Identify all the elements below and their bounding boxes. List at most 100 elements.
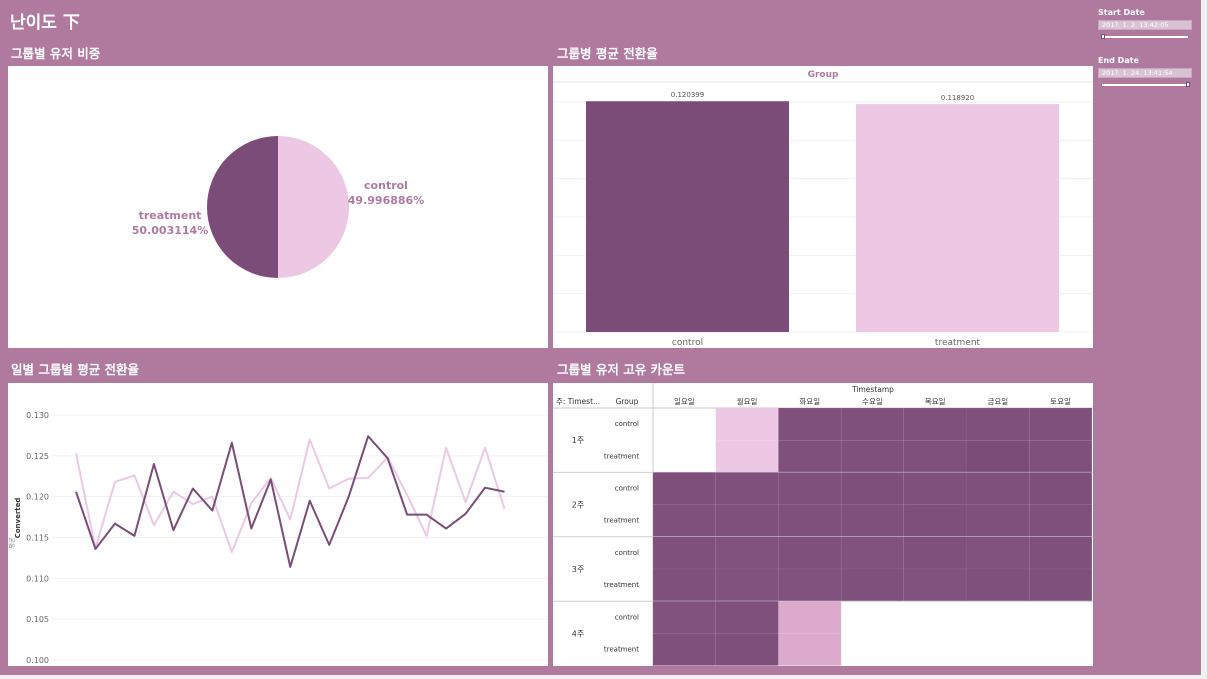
pie-panel: control 49.996886% treatment 50.003114% bbox=[8, 66, 548, 348]
heatmap-column-label: 목요일 bbox=[925, 397, 946, 406]
heatmap-chart: Timestamp 주: Timest... Group 일요일 월요일 화요일 수요일 목요… bbox=[553, 383, 1093, 666]
bar-group-header: Group bbox=[808, 70, 839, 80]
heatmap-column-label: 일요일 bbox=[674, 397, 695, 406]
heatmap-cell bbox=[840, 472, 905, 505]
bar-category-label: treatment bbox=[935, 338, 981, 348]
heatmap-cell bbox=[778, 439, 842, 473]
heatmap-group-label: control bbox=[615, 485, 639, 493]
heatmap-group-label: control bbox=[615, 549, 639, 557]
heatmap-cell bbox=[778, 472, 842, 505]
heatmap-cell bbox=[652, 536, 716, 570]
start-date-label: Start Date bbox=[1098, 8, 1145, 17]
line-ylabel-2: 평균 bbox=[8, 537, 16, 549]
heatmap-cell bbox=[652, 633, 716, 666]
bar-value-label: 0.120399 bbox=[671, 91, 704, 99]
heatmap-cell bbox=[903, 439, 967, 473]
heatmap-cell bbox=[715, 407, 779, 441]
line-series-control bbox=[75, 435, 505, 568]
heatmap-group-label: treatment bbox=[604, 581, 639, 589]
pie-slice-treatment bbox=[207, 136, 279, 278]
heatmap-cell bbox=[966, 504, 1030, 538]
heatmap-cell bbox=[715, 568, 779, 602]
bar-treatment bbox=[856, 104, 1059, 332]
heatmap-cell bbox=[715, 472, 779, 505]
line-ytick-label: 0.130 bbox=[26, 411, 49, 420]
heatmap-cell bbox=[840, 568, 905, 602]
line-ytick-label: 0.100 bbox=[26, 656, 49, 665]
heatmap-cell bbox=[840, 439, 905, 473]
heatmap-cell bbox=[903, 504, 967, 538]
heatmap-week-label: 3주 bbox=[572, 565, 584, 574]
heatmap-cell bbox=[652, 472, 716, 505]
heatmap-cell bbox=[1028, 504, 1093, 538]
pie-pct-treatment: 50.003114% bbox=[132, 224, 208, 237]
heatmap-cell bbox=[652, 568, 716, 602]
heatmap-column-label: 화요일 bbox=[799, 397, 820, 406]
line-chart: 0.130 0.125 0.120 0.115 0.110 0.105 0.100 Conve… bbox=[8, 411, 548, 665]
heatmap-week-label: 2주 bbox=[572, 501, 584, 510]
heatmap-cell bbox=[903, 407, 967, 441]
end-date-input[interactable]: 2017. 1. 24. 13:41:54 bbox=[1098, 68, 1192, 78]
heatmap-cell bbox=[903, 568, 967, 602]
heatmap-cell bbox=[1028, 439, 1093, 473]
heatmap-group-label: control bbox=[615, 613, 639, 621]
pie-slice-control bbox=[278, 136, 350, 278]
heatmap-panel: Timestamp 주: Timest... Group 일요일 월요일 화요일 수요일 목요… bbox=[553, 383, 1093, 666]
line-ytick-label: 0.115 bbox=[26, 534, 49, 543]
heatmap-cell bbox=[652, 504, 716, 538]
bar-panel: Group 0.120399 control 0.118920 treatment bbox=[553, 66, 1093, 348]
heatmap-column-label: 금요일 bbox=[987, 397, 1008, 406]
heatmap-cell bbox=[778, 568, 842, 602]
heatmap-cell bbox=[840, 536, 905, 570]
heatmap-column-label: 월요일 bbox=[737, 396, 758, 406]
line-series-treatment bbox=[75, 438, 506, 554]
heatmap-group-label: control bbox=[615, 420, 639, 428]
heatmap-cell bbox=[715, 439, 779, 473]
heatmap-cell bbox=[966, 472, 1030, 505]
heatmap-top-header: Timestamp bbox=[851, 385, 894, 394]
line-panel-title: 일별 그룹별 평균 전환율 bbox=[11, 362, 140, 377]
end-date-slider[interactable] bbox=[1102, 84, 1188, 86]
line-ytick-label: 0.120 bbox=[26, 493, 49, 502]
heatmap-cell bbox=[715, 504, 779, 538]
heatmap-cell bbox=[715, 600, 779, 634]
start-date-slider-handle[interactable] bbox=[1101, 34, 1105, 39]
heatmap-column-label: 토요일 bbox=[1050, 397, 1071, 406]
pie-label-control: control bbox=[364, 179, 408, 192]
heatmap-cell bbox=[903, 536, 967, 570]
heatmap-cell bbox=[903, 472, 967, 505]
heatmap-cell bbox=[652, 600, 716, 634]
heatmap-group-label: treatment bbox=[604, 517, 639, 525]
heatmap-cell bbox=[1028, 536, 1093, 570]
bar-chart: Group 0.120399 control 0.118920 treatment bbox=[553, 70, 1093, 348]
pie-label-treatment: treatment bbox=[139, 209, 202, 222]
heatmap-cell bbox=[966, 568, 1030, 602]
line-ytick-label: 0.110 bbox=[26, 574, 49, 583]
heatmap-cell bbox=[966, 536, 1030, 570]
end-date-label: End Date bbox=[1098, 56, 1139, 65]
start-date-input[interactable]: 2017. 1. 2. 13:42:05 bbox=[1098, 20, 1192, 30]
heatmap-cell bbox=[715, 633, 779, 666]
heatmap-row-header-week: 주: Timest... bbox=[556, 397, 600, 406]
line-ytick-label: 0.105 bbox=[26, 615, 49, 624]
start-date-slider[interactable] bbox=[1102, 36, 1188, 38]
heatmap-column-label: 수요일 bbox=[862, 397, 883, 406]
heatmap-cell bbox=[840, 504, 905, 538]
heatmap-group-label: treatment bbox=[604, 646, 639, 654]
heatmap-cell bbox=[778, 504, 842, 538]
line-ylabel: Converted bbox=[14, 498, 22, 539]
bar-panel-title: 그룹병 평균 전환율 bbox=[557, 46, 658, 61]
heatmap-cell bbox=[966, 439, 1030, 473]
pie-panel-title: 그룹별 유저 비중 bbox=[11, 46, 101, 61]
heatmap-cell bbox=[1028, 472, 1093, 505]
heatmap-cell bbox=[778, 407, 842, 441]
heatmap-cell bbox=[1028, 568, 1093, 602]
heatmap-cell bbox=[778, 536, 842, 570]
pie-chart: control 49.996886% treatment 50.003114% bbox=[132, 136, 424, 278]
bar-value-label: 0.118920 bbox=[941, 94, 974, 102]
heatmap-cell bbox=[778, 600, 842, 634]
end-date-slider-handle[interactable] bbox=[1186, 82, 1190, 87]
heatmap-cell bbox=[778, 633, 842, 666]
heatmap-cell bbox=[966, 407, 1030, 441]
